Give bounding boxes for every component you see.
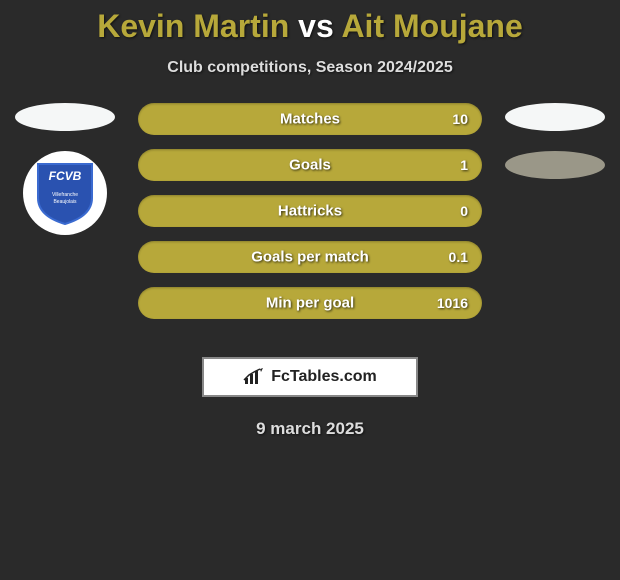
title-player2: Ait Moujane xyxy=(341,8,522,44)
stat-row: Goals per match 0.1 xyxy=(138,241,482,273)
stat-label: Hattricks xyxy=(278,203,342,220)
stat-row: Hattricks 0 xyxy=(138,195,482,227)
player2-ellipse-placeholder-top xyxy=(505,103,605,131)
stat-row: Goals 1 xyxy=(138,149,482,181)
right-column xyxy=(500,103,610,199)
stat-row: Min per goal 1016 xyxy=(138,287,482,319)
stat-label: Min per goal xyxy=(266,295,354,312)
shield-subtext2: Beaujolais xyxy=(53,199,77,205)
stat-value-right: 0 xyxy=(460,203,468,219)
stat-label: Matches xyxy=(280,111,340,128)
comparison-body: FCVB Villefranche Beaujolais Matches10Go… xyxy=(0,103,620,343)
stat-value-right: 1016 xyxy=(437,295,468,311)
stat-row: Matches 10 xyxy=(138,103,482,135)
player1-ellipse-placeholder xyxy=(15,103,115,131)
branding-text: FcTables.com xyxy=(271,368,377,386)
title-vs: vs xyxy=(298,8,334,44)
player1-club-badge: FCVB Villefranche Beaujolais xyxy=(23,151,107,235)
shield-subtext1: Villefranche xyxy=(52,192,78,198)
stat-value-right: 1 xyxy=(460,157,468,173)
stat-value-right: 10 xyxy=(452,111,468,127)
player2-ellipse-placeholder-bottom xyxy=(505,151,605,179)
left-column: FCVB Villefranche Beaujolais xyxy=(10,103,120,235)
subtitle: Club competitions, Season 2024/2025 xyxy=(0,59,620,77)
club-shield-icon: FCVB Villefranche Beaujolais xyxy=(34,160,96,226)
stat-label: Goals per match xyxy=(251,249,369,266)
shield-text: FCVB xyxy=(49,169,82,183)
stat-label: Goals xyxy=(289,157,331,174)
branding-box[interactable]: FcTables.com xyxy=(202,357,418,397)
date-label: 9 march 2025 xyxy=(0,419,620,439)
bar-chart-icon xyxy=(243,368,265,386)
page-title: Kevin Martin vs Ait Moujane xyxy=(0,8,620,45)
comparison-card: Kevin Martin vs Ait Moujane Club competi… xyxy=(0,0,620,439)
title-player1: Kevin Martin xyxy=(97,8,289,44)
stat-value-right: 0.1 xyxy=(449,249,468,265)
stat-bars: Matches 10 Goals 1 Hattricks 0 Goals per match… xyxy=(138,103,482,333)
